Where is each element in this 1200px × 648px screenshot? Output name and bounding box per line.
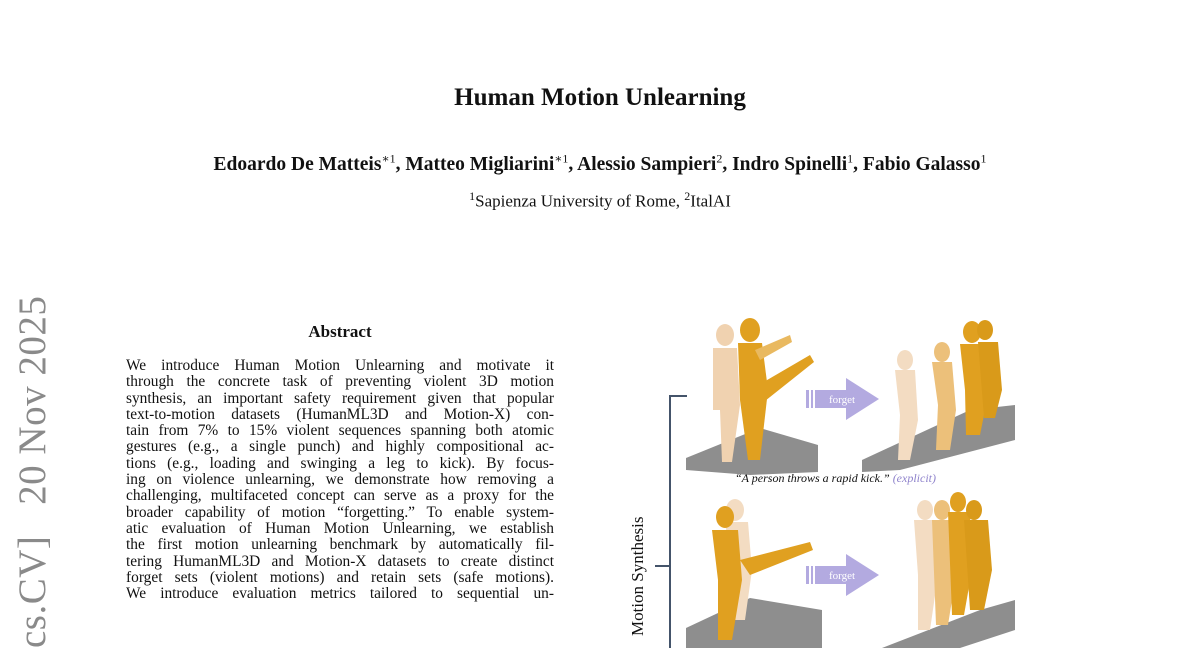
author: Fabio Galasso1 (862, 151, 987, 175)
figure-caption: “A person throws a rapid kick.” (explici… (735, 471, 936, 486)
forget-label: forget (829, 394, 855, 406)
abstract-line: synthesis, an important safety requireme… (126, 389, 554, 407)
author: Edoardo De Matteis∗1 (213, 151, 396, 175)
arxiv-stamp: cs.CV] 20 Nov 2025 (11, 295, 54, 648)
motion-render-violent-1 (686, 318, 818, 475)
abstract-line: We introduce evaluation metrics tailored… (126, 585, 554, 603)
author-list: Edoardo De Matteis∗1, Matteo Migliarini∗… (213, 151, 987, 175)
abstract-body: We introduce Human Motion Unlearning and… (126, 357, 554, 603)
abstract-line: the first motion unlearning benchmark by… (126, 536, 554, 554)
abstract-line: We introduce Human Motion Unlearning and… (126, 357, 554, 374)
caption-tag: (explicit) (892, 471, 936, 485)
abstract-line: ing on violence unlearning, we demonstra… (126, 471, 554, 489)
paper-title: Human Motion Unlearning (454, 84, 746, 111)
motion-render-safe-2 (882, 492, 1015, 648)
author: Matteo Migliarini∗1 (405, 151, 569, 175)
abstract-line: text-to-motion datasets (HumanML3D and M… (126, 405, 554, 423)
abstract-line: tions (e.g., loading and swinging a leg … (126, 454, 554, 472)
motion-render-violent-2 (686, 499, 822, 648)
teaser-figure: forget forget (655, 318, 1015, 648)
abstract-line: through the concrete task of preventing … (126, 373, 554, 391)
abstract-line: tain from 7% to 15% violent sequences sp… (126, 422, 554, 440)
abstract-line: atic evaluation of Human Motion Unlearni… (126, 519, 554, 537)
abstract-line: gestures (e.g., a single punch) and high… (126, 438, 554, 456)
affiliations: 1Sapienza University of Rome, 2ItalAI (469, 189, 731, 211)
abstract-line: forget sets (violent motions) and retain… (126, 568, 554, 586)
abstract-line: tering HumanML3D and Motion-X datasets t… (126, 552, 554, 570)
author: Indro Spinelli1 (732, 151, 854, 175)
motion-render-safe-1 (862, 320, 1015, 472)
forget-label: forget (829, 570, 855, 582)
caption-quote: “A person throws a rapid kick.” (735, 471, 890, 485)
author: Alessio Sampieri2 (577, 151, 723, 175)
forget-arrow: forget (806, 554, 879, 596)
abstract-heading: Abstract (308, 322, 372, 341)
abstract-line: challenging, multifaceted concept can se… (126, 487, 554, 505)
forget-arrow: forget (806, 378, 879, 420)
bracket (655, 395, 687, 648)
motion-synthesis-label: Motion Synthesis (628, 516, 647, 637)
abstract-line: broader capability of motion “forgetting… (126, 503, 554, 521)
